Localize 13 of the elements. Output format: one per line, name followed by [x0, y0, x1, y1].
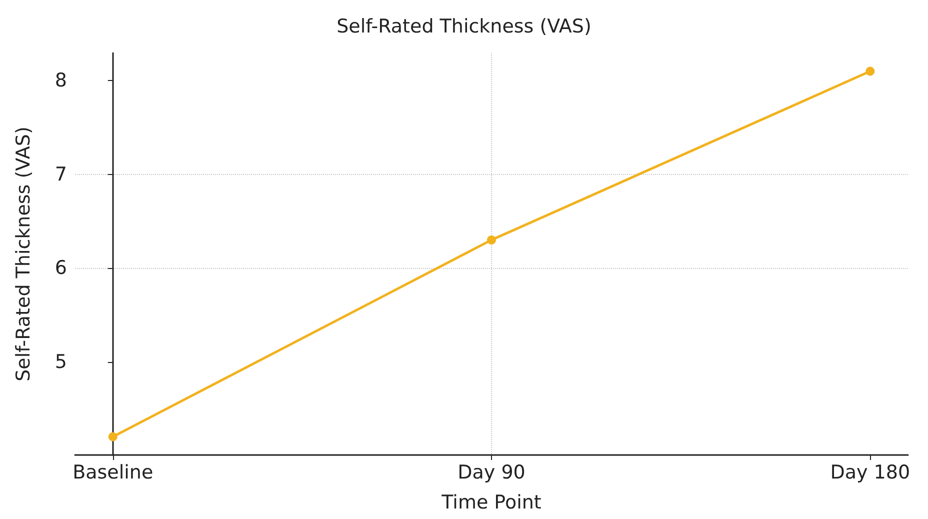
y-tick-label: 8	[54, 70, 67, 92]
x-tick-label: Day 90	[458, 462, 526, 484]
y-tick-label: 5	[54, 350, 67, 373]
point	[487, 235, 496, 244]
x-tick-label: Baseline	[72, 462, 154, 484]
y-tick-label: 6	[54, 257, 67, 280]
chart-title: Self-Rated Thickness (VAS)	[336, 16, 592, 38]
x-axis-title: Time Point	[440, 492, 542, 514]
point	[108, 432, 118, 442]
y-tick-label: 7	[54, 163, 67, 186]
y-axis-title: Self-Rated Thickness (VAS)	[12, 126, 34, 382]
x-tick-label: Day 180	[830, 462, 910, 484]
point	[866, 66, 875, 76]
